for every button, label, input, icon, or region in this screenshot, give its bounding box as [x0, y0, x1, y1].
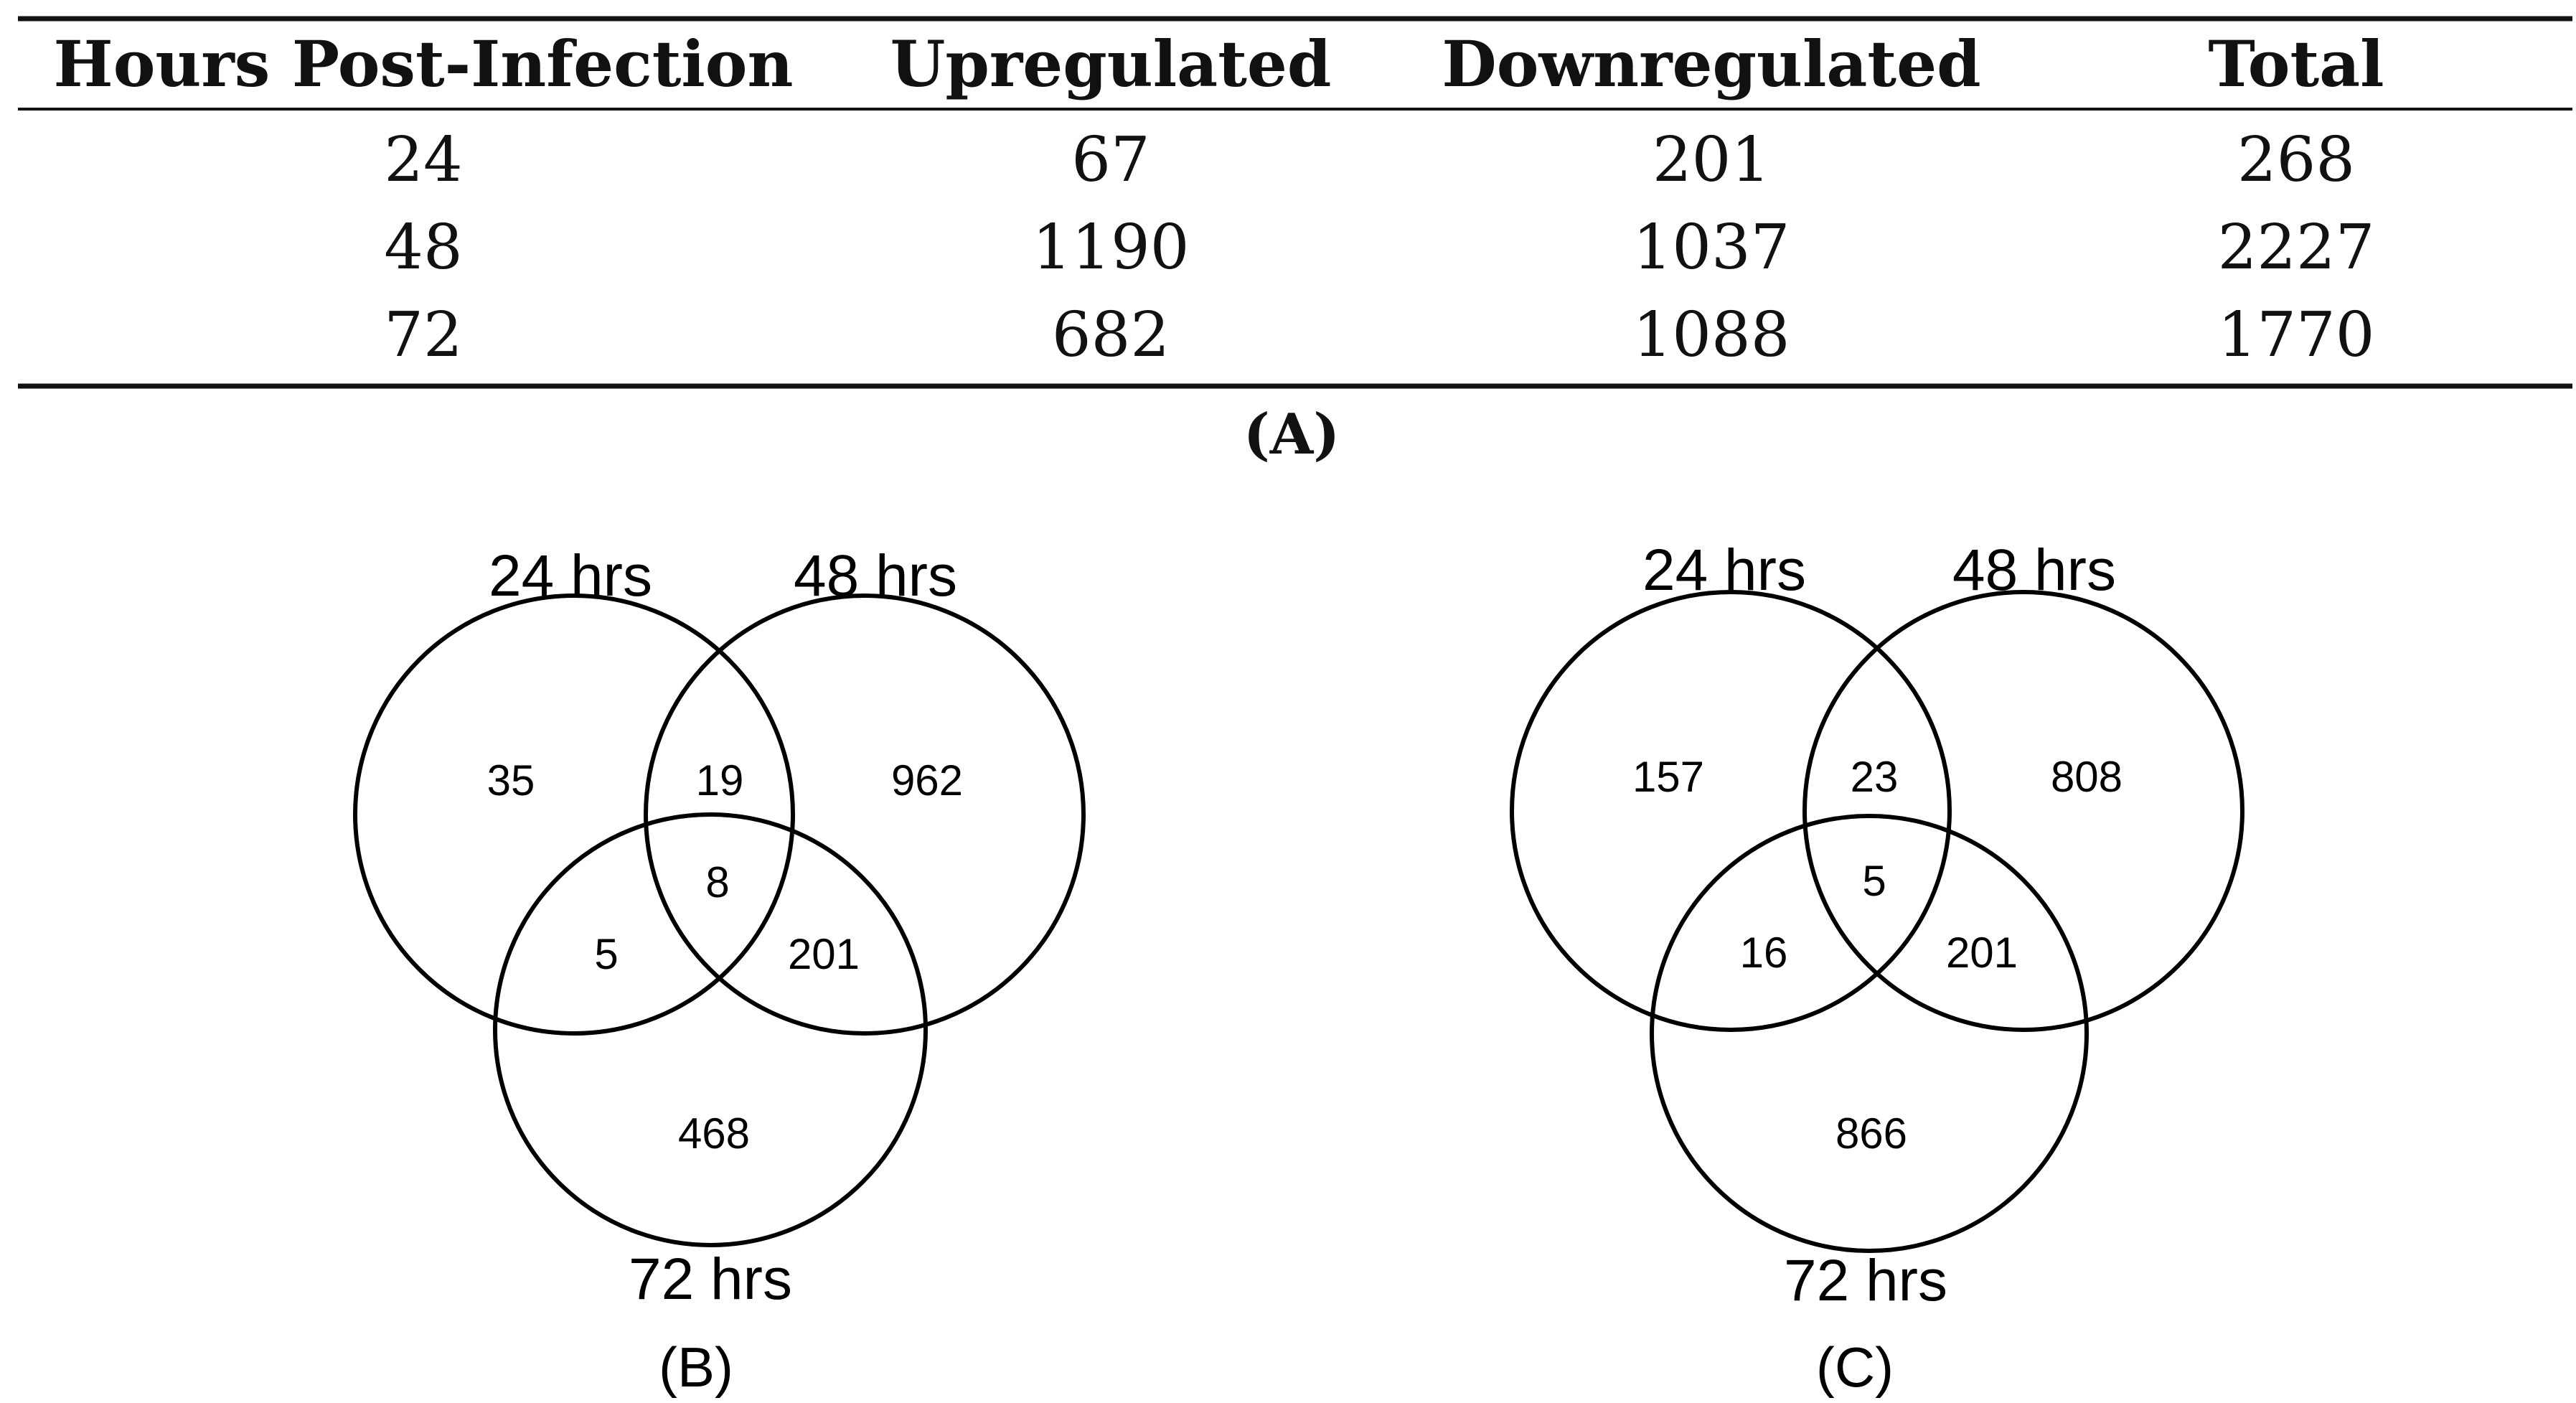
- venn-c-24-48: 23: [1851, 753, 1899, 801]
- cell-total: 268: [2237, 124, 2355, 196]
- venn-b-label-48: 48 hrs: [794, 543, 957, 609]
- venn-c-circle-24: [1510, 590, 1952, 1032]
- venn-b-circle-24: [353, 593, 795, 1036]
- venn-b-48-72: 201: [788, 930, 860, 978]
- venn-c-label-72: 72 hrs: [1784, 1248, 1947, 1313]
- venn-c-label-48: 48 hrs: [1952, 538, 2116, 603]
- col-header-downregulated: Downregulated: [1442, 27, 1980, 101]
- venn-c-circle-48: [1802, 590, 2244, 1032]
- venn-b-24-48: 19: [696, 756, 744, 804]
- venn-c-only-24: 157: [1632, 753, 1704, 801]
- cell-downregulated: 1088: [1633, 299, 1790, 371]
- venn-diagram-c: 24 hrs 48 hrs 72 hrs 157 23 808 5 16 201…: [1510, 538, 2244, 1399]
- table-row: 24 67 201 268: [384, 124, 2355, 196]
- panel-a-caption: (A): [1244, 402, 1340, 467]
- cell-hours: 48: [384, 212, 462, 283]
- venn-diagram-b: 24 hrs 48 hrs 72 hrs 35 19 962 8 5 201 4…: [353, 543, 1086, 1399]
- venn-b-only-24: 35: [487, 756, 535, 804]
- panel-c-caption: (C): [1816, 1336, 1894, 1399]
- col-header-total: Total: [2208, 27, 2384, 101]
- col-header-hours: Hours Post-Infection: [54, 27, 794, 101]
- venn-b-24-72: 5: [594, 930, 618, 978]
- table-row: 72 682 1088 1770: [384, 299, 2374, 371]
- cell-downregulated: 1037: [1633, 212, 1790, 283]
- panel-b-caption: (B): [659, 1336, 733, 1399]
- venn-c-label-24: 24 hrs: [1642, 538, 1806, 603]
- cell-hours: 72: [384, 299, 462, 371]
- cell-hours: 24: [384, 124, 462, 196]
- cell-upregulated: 682: [1052, 299, 1170, 371]
- col-header-upregulated: Upregulated: [890, 27, 1332, 101]
- table-row: 48 1190 1037 2227: [384, 212, 2374, 283]
- venn-c-24-72: 16: [1740, 929, 1788, 977]
- table-header-row: Hours Post-Infection Upregulated Downreg…: [54, 27, 2384, 101]
- cell-upregulated: 1190: [1033, 212, 1190, 283]
- venn-b-label-72: 72 hrs: [629, 1247, 792, 1312]
- venn-c-circle-72: [1650, 814, 2089, 1253]
- venn-b-only-72: 468: [678, 1109, 750, 1158]
- cell-upregulated: 67: [1071, 124, 1150, 196]
- cell-total: 1770: [2218, 299, 2375, 371]
- venn-b-only-48: 962: [891, 756, 963, 804]
- venn-c-only-72: 866: [1835, 1109, 1907, 1158]
- venn-b-all: 8: [705, 858, 729, 906]
- venn-b-label-24: 24 hrs: [489, 543, 652, 609]
- venn-c-all: 5: [1862, 857, 1886, 905]
- cell-downregulated: 201: [1653, 124, 1770, 196]
- deg-table: Hours Post-Infection Upregulated Downreg…: [18, 16, 2572, 467]
- venn-c-only-48: 808: [2051, 753, 2123, 801]
- venn-b-circle-48: [644, 593, 1086, 1036]
- cell-total: 2227: [2218, 212, 2375, 283]
- venn-b-circle-72: [493, 812, 928, 1247]
- venn-c-48-72: 201: [1946, 929, 2018, 977]
